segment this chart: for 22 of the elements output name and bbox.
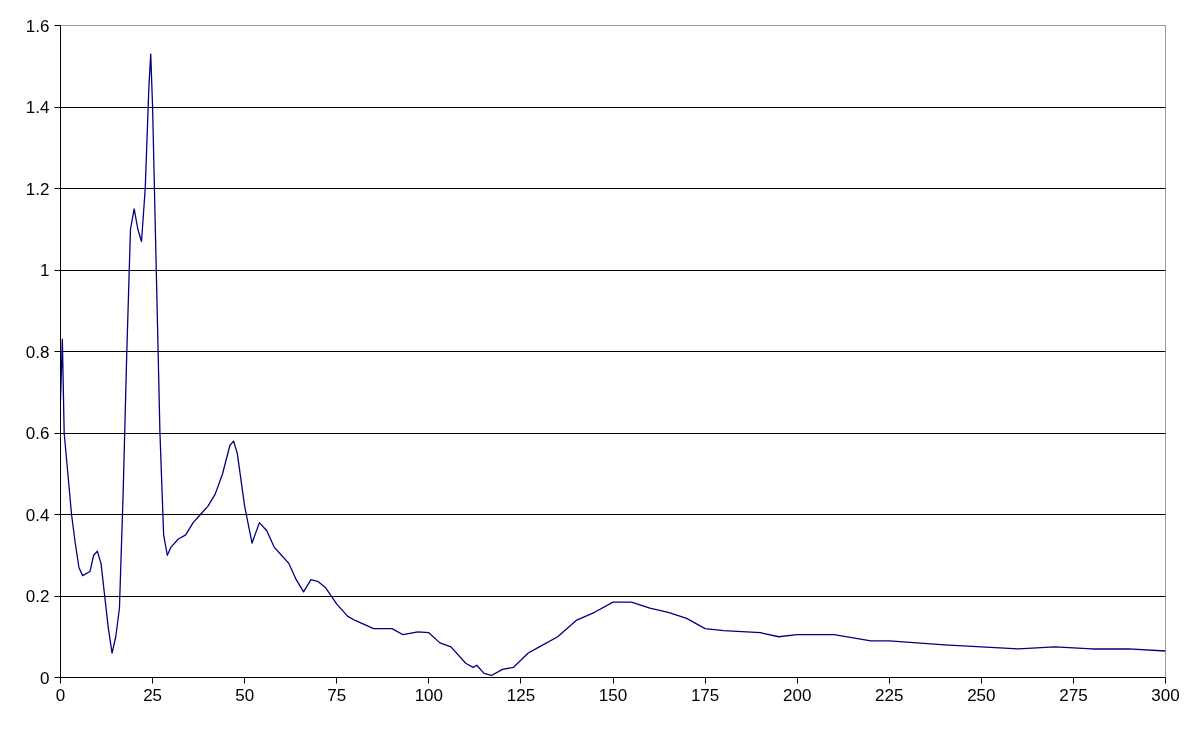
x-tick-label: 175	[690, 685, 720, 705]
y-tick-label: 0.6	[25, 424, 50, 443]
y-tick-label: 1.6	[25, 16, 50, 36]
y-tick-label: 0	[40, 668, 50, 688]
x-tick-label: 225	[875, 685, 904, 705]
x-tick-label: 75	[327, 685, 347, 705]
y-tick-label: 1.2	[25, 179, 50, 199]
y-tick-label: 0.4	[25, 505, 50, 525]
x-tick-label: 50	[235, 685, 255, 705]
y-tick-label: 0.8	[25, 342, 50, 362]
x-tick-label: 25	[143, 685, 163, 705]
x-tick-label: 150	[598, 685, 628, 705]
y-tick-label: 1	[40, 261, 50, 280]
x-tick-label: 250	[967, 685, 996, 705]
x-tick-label: 0	[55, 685, 66, 705]
x-tick-label: 275	[1059, 685, 1088, 705]
x-tick-label: 100	[414, 685, 444, 705]
x-tick-label: 300	[1151, 685, 1180, 705]
y-tick-label: 0.2	[25, 587, 50, 606]
y-tick-label: 1.4	[25, 98, 50, 117]
x-tick-label: 200	[782, 685, 812, 705]
x-tick-label: 125	[506, 685, 536, 705]
